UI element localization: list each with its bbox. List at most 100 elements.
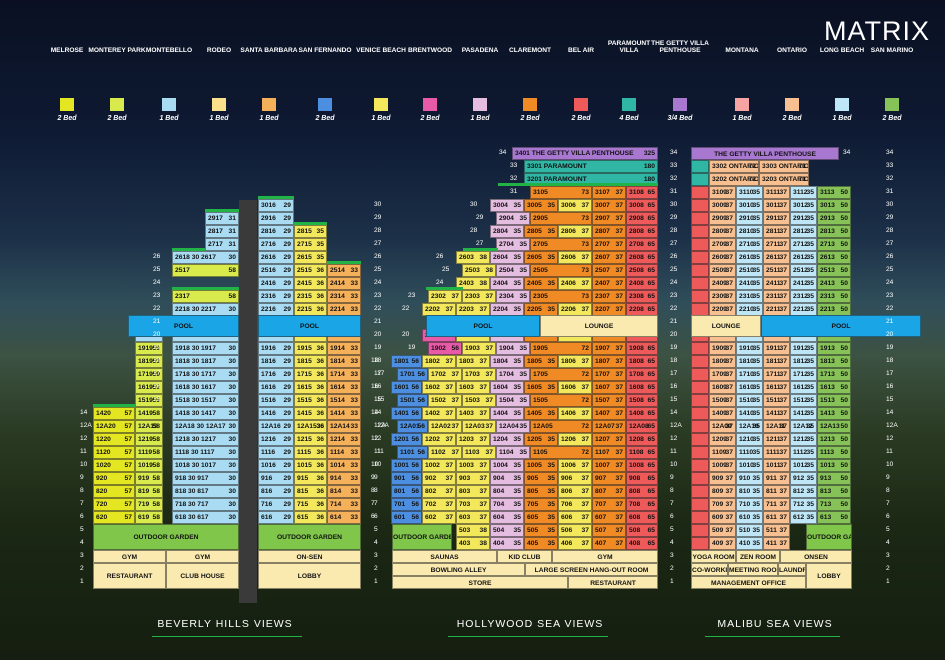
unit-size: 37 xyxy=(451,293,459,300)
unit-size: 59 xyxy=(152,371,160,378)
floor-number: 20 xyxy=(402,331,410,338)
unit-cell: 1510 35 xyxy=(736,394,763,407)
unit-cell: 12A02 37 xyxy=(428,420,462,433)
legend-name: VENICE BEACH xyxy=(356,47,406,54)
unit-cell: 1507 37 xyxy=(592,394,626,407)
unit-number: 1204 xyxy=(493,436,508,443)
unit-number: 1806 xyxy=(561,358,576,365)
unit-cell: 2904 35 xyxy=(496,212,530,225)
unit-number: 608 xyxy=(629,514,641,521)
unit-number: 2403 xyxy=(459,280,474,287)
unit-size: 37 xyxy=(779,488,787,495)
unit-size: 56 xyxy=(411,514,419,521)
unit-cell: 914 33 xyxy=(327,472,361,485)
unit-cell: 1110 35 xyxy=(736,446,763,459)
unit-cell: 811 37 xyxy=(763,485,790,498)
unit-number: 1402 xyxy=(425,410,440,417)
unit-number: 3010 xyxy=(739,202,754,209)
floor-number: 18 xyxy=(670,357,678,364)
unit-cell: 710 35 xyxy=(736,498,763,511)
unit-number: 2613 xyxy=(820,254,835,261)
unit-size: 65 xyxy=(647,462,655,469)
unit-cell: 1414 33 xyxy=(327,407,361,420)
unit-size: 37 xyxy=(779,189,787,196)
unit-number: 1214 xyxy=(330,436,345,443)
amenity-label: GYM xyxy=(121,554,138,561)
unit-number: 2711 xyxy=(766,241,781,248)
unit-number: 1113 xyxy=(820,449,835,456)
unit-size: 37 xyxy=(479,475,487,482)
unit-size: 35 xyxy=(806,436,814,443)
unit-size: 56 xyxy=(411,462,419,469)
unit-size: 50 xyxy=(840,306,848,313)
unit-cell: 405 35 xyxy=(524,537,558,550)
unit-size: 35 xyxy=(752,202,760,209)
floor-number: 2 xyxy=(670,565,674,572)
unit-size: 37 xyxy=(615,384,623,391)
unit-number: 2615 xyxy=(297,254,312,261)
unit-cell-montana xyxy=(691,433,709,446)
unit-number: 613 xyxy=(820,514,832,521)
unit-number: 12A04 xyxy=(499,423,519,430)
unit-size: 35 xyxy=(513,280,521,287)
unit-cell: 2304 35 xyxy=(496,290,530,303)
unit-size: 35 xyxy=(752,384,760,391)
unit-size: 37 xyxy=(615,228,623,235)
floor-number: 32 xyxy=(886,175,894,182)
unit-number: 403 xyxy=(459,540,471,547)
unit-cell-montana xyxy=(691,407,709,420)
unit-number: 1811 xyxy=(766,358,781,365)
unit-number: 12A14 xyxy=(330,423,350,430)
unit-size: 56 xyxy=(417,423,425,430)
floor-number: 17 xyxy=(886,370,894,377)
unit-size: 58 xyxy=(152,475,160,482)
unit-number: 2508 xyxy=(629,267,644,274)
unit-number: 1004 xyxy=(493,462,508,469)
unit-size: 30 xyxy=(228,306,236,313)
unit-size: 35 xyxy=(316,241,324,248)
unit-size: 33 xyxy=(350,280,358,287)
unit-number: 2712 xyxy=(793,241,808,248)
unit-cell: 2811 37 xyxy=(763,225,790,238)
unit-size: 30 xyxy=(228,514,236,521)
unit-number: 1212 xyxy=(793,436,808,443)
floor-number: 12A xyxy=(886,422,898,429)
unit-number: 2608 xyxy=(629,254,644,261)
unit-number: 2517 xyxy=(175,267,190,274)
unit-number: 1505 xyxy=(533,397,548,404)
unit-size: 37 xyxy=(451,449,459,456)
unit-cell: 1812 35 xyxy=(790,355,817,368)
zen-room: ZEN ROOM xyxy=(736,550,780,563)
unit-cell: 802 37 xyxy=(422,485,456,498)
unit-size: 57 xyxy=(124,423,132,430)
unit-cell: 2515 36 xyxy=(294,264,327,277)
floor-number: 21 xyxy=(886,318,894,325)
unit-number: 910 xyxy=(739,475,751,482)
legend-name: LONG BEACH xyxy=(819,47,865,54)
unit-size: 58 xyxy=(152,462,160,469)
unit-size: 50 xyxy=(840,371,848,378)
unit-size: 35 xyxy=(513,501,521,508)
unit-number: 915 xyxy=(297,475,309,482)
unit-size: 35 xyxy=(806,423,814,430)
legend-swatch xyxy=(318,98,332,111)
unit-number: 2411 xyxy=(766,280,781,287)
unit-number: 1502 xyxy=(431,397,446,404)
unit-cell: 715 36 xyxy=(294,498,327,511)
floor-number: 5 xyxy=(374,526,378,533)
unit-number: 2916 xyxy=(261,215,276,222)
unit-size: 72 xyxy=(581,345,589,352)
unit-cell: 2317 58 xyxy=(172,290,239,303)
unit-number: 1705 xyxy=(533,371,548,378)
amenity-label: OUTDOOR GARDEN xyxy=(276,534,343,541)
unit-size: 37 xyxy=(445,306,453,313)
unit-number: 1003 xyxy=(459,462,474,469)
floor-number: 10 xyxy=(886,461,894,468)
unit-cell: 1710 35 xyxy=(736,368,763,381)
unit-number: 3111 xyxy=(766,189,781,196)
unit-cell: 1210 35 xyxy=(736,433,763,446)
unit-number: 2307 xyxy=(595,293,610,300)
unit-cell: 1204 35 xyxy=(490,433,524,446)
unit-cell: 1119 58 xyxy=(135,446,163,459)
unit-size: 29 xyxy=(283,436,291,443)
